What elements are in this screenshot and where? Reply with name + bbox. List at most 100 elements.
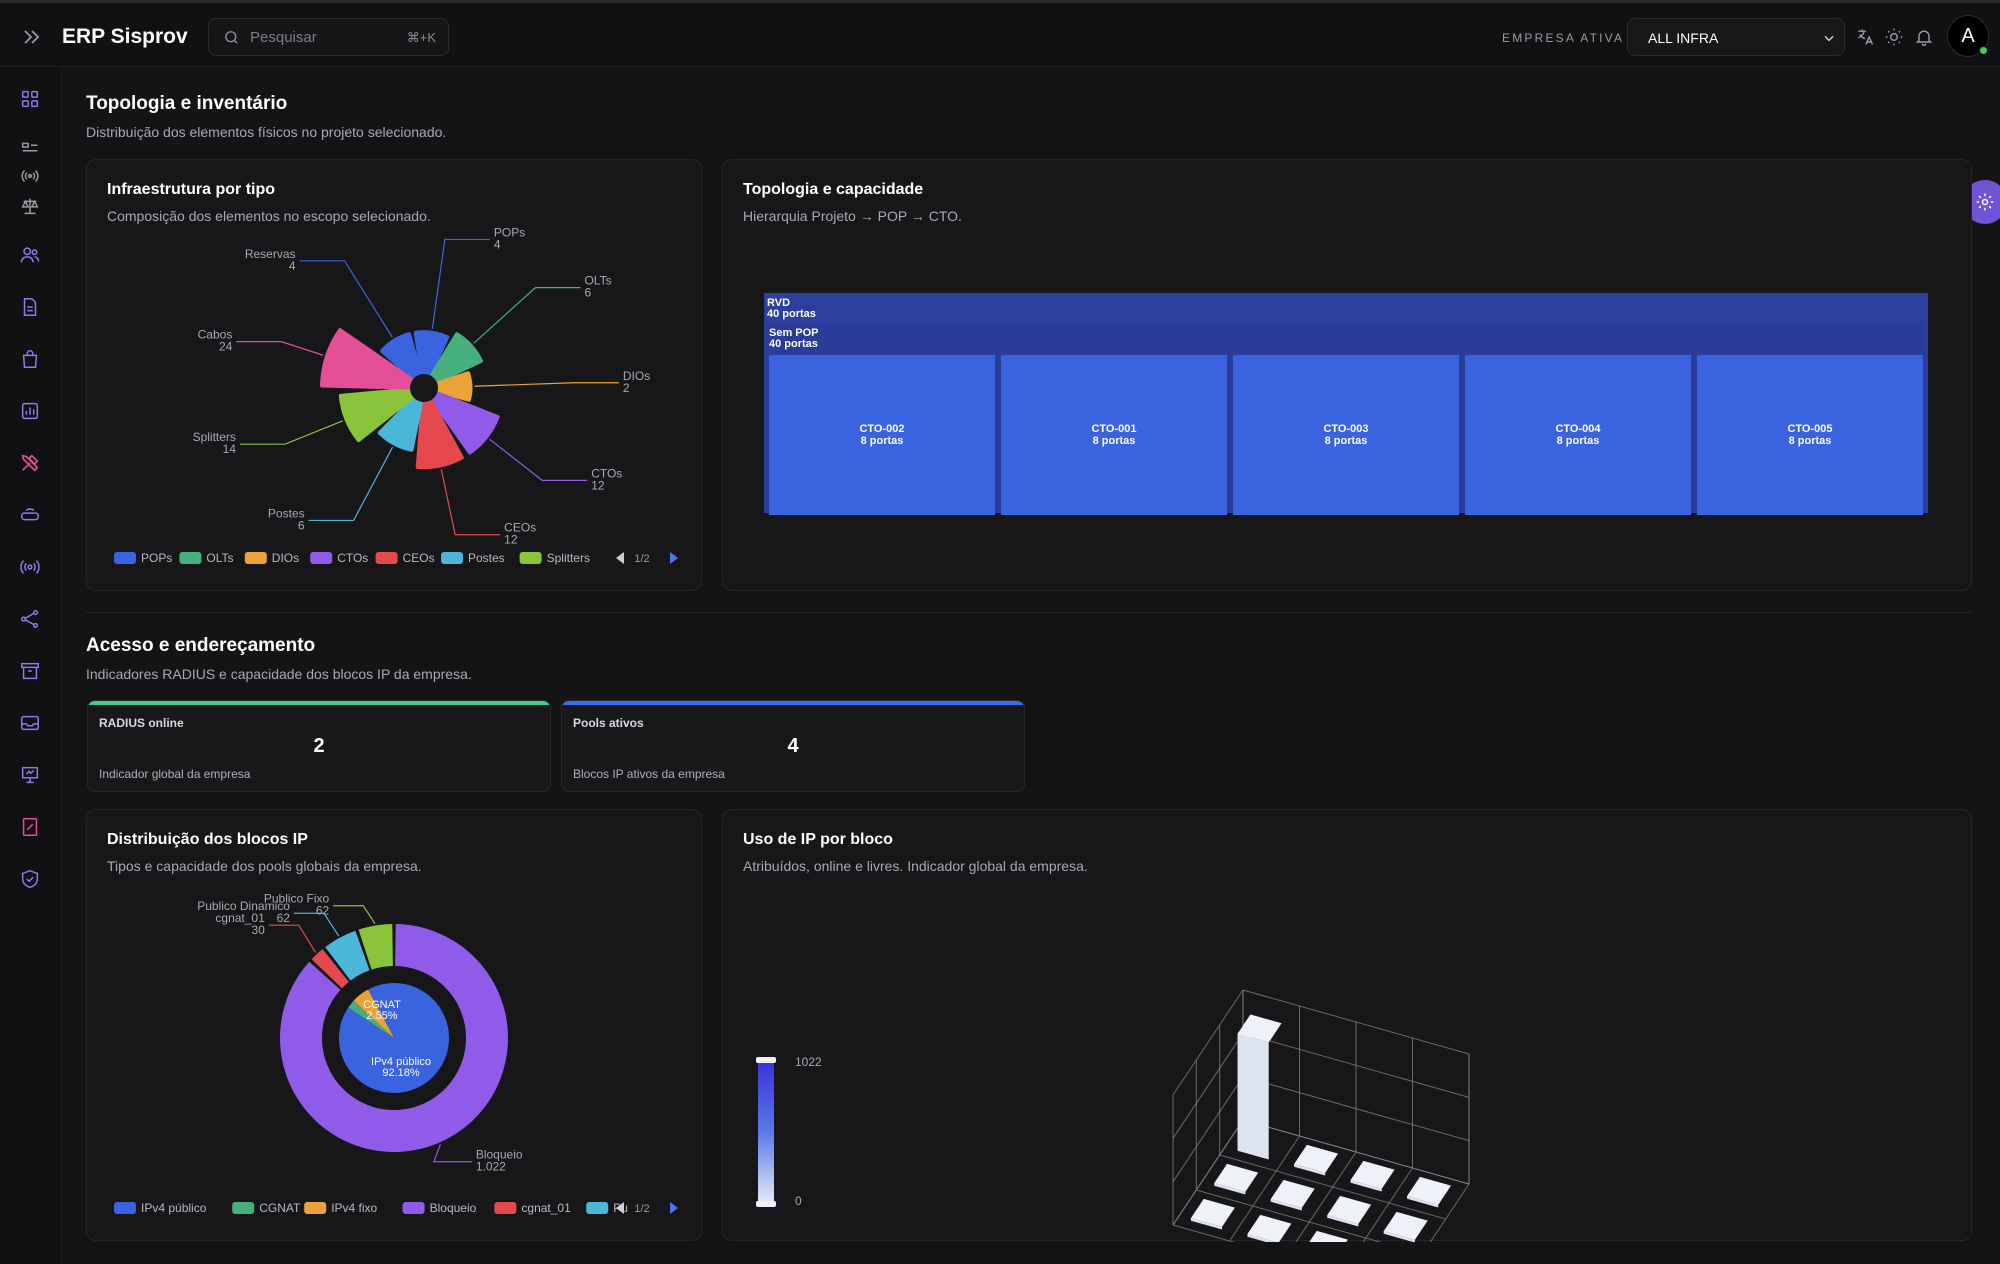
legend-next-icon[interactable]: [670, 1202, 678, 1214]
cto-node[interactable]: [1233, 355, 1459, 515]
legend-item[interactable]: CGNAT: [232, 1201, 301, 1215]
legend-item[interactable]: cgnat_01: [494, 1201, 571, 1215]
cto-nodes: CTO-002 8 portas CTO-001 8 portas CTO-00…: [769, 355, 1923, 515]
legend-item[interactable]: CTOs: [310, 551, 368, 565]
broadcast-icon[interactable]: [19, 556, 41, 578]
shield-check-icon[interactable]: [19, 868, 41, 890]
devices-icon[interactable]: [19, 137, 41, 159]
users-icon[interactable]: [19, 244, 41, 266]
grid-icon[interactable]: [19, 88, 41, 110]
kpi-radius-online: RADIUS online 2 Indicador global da empr…: [87, 700, 551, 792]
cto-node[interactable]: [1697, 355, 1923, 515]
grid-line: [1219, 1154, 1446, 1220]
legend-item[interactable]: Postes: [441, 551, 505, 565]
bar-3d[interactable]: [1247, 1214, 1292, 1242]
grid-line: [1172, 989, 1244, 1096]
pop-node-ports: 40 portas: [769, 338, 818, 350]
signal-icon[interactable]: [19, 165, 41, 187]
bar-3d[interactable]: [1270, 1179, 1315, 1211]
legend-item[interactable]: Pu: [586, 1201, 628, 1215]
visual-map-handle-top[interactable]: [756, 1057, 776, 1063]
scale-icon[interactable]: [19, 195, 41, 217]
percent-document-icon[interactable]: [19, 816, 41, 838]
bar-3d[interactable]: [1190, 1198, 1235, 1230]
tools-icon[interactable]: [19, 452, 41, 474]
topology-section-title: Topologia e inventário: [86, 93, 288, 114]
share-icon[interactable]: [19, 608, 41, 630]
legend-pager: 1/2: [634, 1203, 649, 1215]
company-label: EMPRESA ATIVA: [1502, 31, 1625, 45]
search-input[interactable]: Pesquisar ⌘+K: [208, 18, 449, 56]
cto-node[interactable]: [1001, 355, 1227, 515]
legend-item[interactable]: CEOs: [375, 551, 435, 565]
cto-node[interactable]: [769, 355, 995, 515]
sector-label: CEOs: [504, 521, 536, 535]
search-placeholder: Pesquisar: [250, 29, 317, 46]
legend-item[interactable]: IPv4 fixo: [304, 1201, 378, 1215]
legend-item[interactable]: Splitters: [519, 551, 590, 565]
bar-front-face: [1270, 1199, 1302, 1211]
bar-3d[interactable]: [1327, 1195, 1372, 1227]
archive-icon[interactable]: [19, 660, 41, 682]
bar-3d[interactable]: [1294, 1144, 1339, 1176]
3d-bars: [1190, 1014, 1452, 1242]
bar-3d[interactable]: [1214, 1163, 1259, 1195]
bell-icon[interactable]: [1914, 27, 1934, 47]
inbox-icon[interactable]: [19, 712, 41, 734]
sector-value: 6: [298, 518, 305, 532]
bar-3d[interactable]: [1407, 1176, 1452, 1208]
legend-item[interactable]: OLTs: [179, 551, 234, 565]
inner-pie-slice[interactable]: [348, 1000, 394, 1038]
sun-icon[interactable]: [1884, 27, 1904, 47]
search-icon: [223, 29, 240, 51]
cto-node[interactable]: [1465, 355, 1691, 515]
bar-chart-icon[interactable]: [19, 400, 41, 422]
bar-3d[interactable]: [1350, 1160, 1395, 1192]
legend-next-icon[interactable]: [670, 552, 678, 564]
presentation-icon[interactable]: [19, 764, 41, 786]
bar-top-face: [1247, 1214, 1292, 1242]
legend-item[interactable]: POPs: [114, 551, 172, 565]
inner-pie-slice[interactable]: [339, 983, 449, 1093]
app-title: ERP Sisprov: [62, 25, 188, 48]
bar-top-face: [1327, 1195, 1372, 1224]
visual-map-handle-bottom[interactable]: [756, 1201, 776, 1207]
legend-item[interactable]: DIOs: [244, 551, 299, 565]
company-value: ALL INFRA: [1648, 30, 1719, 46]
avatar[interactable]: A: [1947, 15, 1989, 57]
rose-sector-shape: [377, 397, 423, 452]
visual-map-legend[interactable]: 1022 0: [756, 1055, 822, 1208]
label-leader-line: [333, 905, 376, 924]
bar-3d[interactable]: [1237, 1014, 1282, 1160]
company-select[interactable]: ALL INFRA: [1627, 18, 1845, 56]
bar-3d[interactable]: [1304, 1230, 1348, 1242]
legend-swatch: [114, 1202, 136, 1214]
legend-prev-icon[interactable]: [616, 552, 624, 564]
document-icon[interactable]: [19, 296, 41, 318]
translate-icon[interactable]: [1855, 27, 1875, 47]
shopping-bag-icon[interactable]: [19, 348, 41, 370]
expand-sidebar-icon[interactable]: [20, 25, 44, 49]
router-icon[interactable]: [19, 504, 41, 526]
grid-line: [1242, 1076, 1470, 1142]
bar-3d[interactable]: [1383, 1211, 1428, 1242]
kpi-pools-active: Pools ativos 4 Blocos IP ativos da empre…: [561, 700, 1025, 792]
legend-item[interactable]: Bloqueio: [402, 1201, 477, 1215]
inner-pie-slice[interactable]: [353, 989, 394, 1038]
legend-item[interactable]: IPv4 público: [114, 1201, 207, 1215]
legend-prev-icon[interactable]: [616, 1202, 624, 1214]
